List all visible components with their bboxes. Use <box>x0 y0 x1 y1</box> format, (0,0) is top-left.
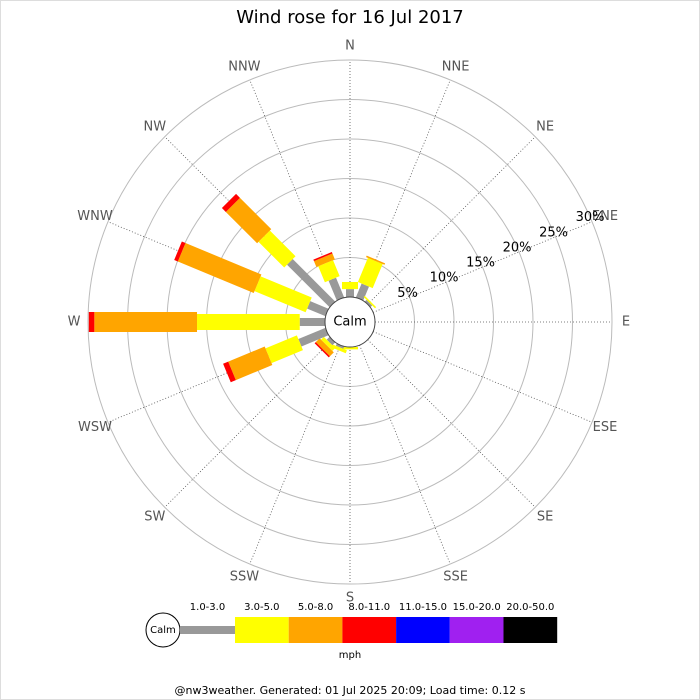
legend-label: 3.0-5.0 <box>244 602 279 613</box>
bar-segment <box>298 327 329 347</box>
direction-label: WSW <box>78 420 112 435</box>
bar-segment <box>287 259 336 308</box>
legend-label: 1.0-3.0 <box>190 602 225 613</box>
bar-segment <box>221 193 240 212</box>
bar-segment <box>315 338 334 357</box>
footer: @nw3weather. Generated: 01 Jul 2025 20:0… <box>175 684 526 697</box>
bar-segment <box>313 252 333 262</box>
direction-label: ESE <box>593 420 618 435</box>
bar-segment <box>328 277 345 301</box>
bar-segment <box>335 343 345 349</box>
legend: Calm mph 1.0-3.0 3.0-5.0 5.0-8.0 8.0-11.0 11… <box>145 602 558 661</box>
direction-label: W <box>68 315 81 330</box>
legend-unit: mph <box>339 650 361 661</box>
legend-label: 5.0-8.0 <box>298 602 333 613</box>
bar-segment <box>225 197 272 244</box>
spoke <box>367 339 536 508</box>
bar-segment <box>342 347 358 350</box>
legend-swatch <box>503 617 558 643</box>
bar-segment <box>330 344 347 354</box>
bar-segment <box>254 276 312 313</box>
legend-swatch <box>396 617 450 643</box>
ring-label: 15% <box>466 256 495 271</box>
direction-label: SW <box>144 510 165 525</box>
bar-segment <box>314 342 330 358</box>
direction-label: ENE <box>592 209 618 224</box>
legend-swatch <box>235 617 289 643</box>
legend-calm-label: Calm <box>150 625 176 636</box>
bar-segment <box>357 257 383 289</box>
grid-ring <box>87 59 613 585</box>
direction-label: N <box>345 39 355 54</box>
bar-segment <box>299 318 326 326</box>
bar-segment <box>177 243 262 293</box>
direction-label: WNW <box>77 209 113 224</box>
bar-segment <box>355 283 370 301</box>
legend-label: 15.0-20.0 <box>453 602 501 613</box>
calm-label: Calm <box>333 315 366 330</box>
bar-segment <box>326 336 336 346</box>
direction-label: E <box>622 315 630 330</box>
bar-segment <box>223 361 236 383</box>
calm-circle <box>324 296 376 348</box>
bar-segment <box>265 335 303 364</box>
spoke <box>359 344 451 565</box>
ring-label: 10% <box>430 271 459 286</box>
direction-label: SSW <box>230 569 260 584</box>
legend-label: 11.0-15.0 <box>399 602 447 613</box>
bar-segment <box>313 253 335 267</box>
bar-segment <box>318 260 340 283</box>
direction-label: SSE <box>443 569 468 584</box>
legend-swatch <box>180 626 235 634</box>
ring-label: 25% <box>539 225 568 240</box>
bar-segment <box>342 281 358 290</box>
legend-label: 20.0-50.0 <box>506 602 554 613</box>
bar-segment <box>346 289 354 297</box>
legend-swatch <box>288 617 343 643</box>
bar-segment <box>88 312 95 332</box>
bar-segment <box>366 255 386 265</box>
ring-label: 30% <box>576 210 605 225</box>
bars <box>88 193 386 383</box>
ring-label: 20% <box>503 240 532 255</box>
bar-segment <box>364 299 373 308</box>
spoke <box>372 331 593 423</box>
legend-label: 8.0-11.0 <box>348 602 390 613</box>
bar-segment <box>174 241 186 262</box>
bar-segment <box>228 346 273 381</box>
bar-segment <box>363 295 377 309</box>
legend-swatch <box>342 617 397 643</box>
direction-label: NNW <box>228 60 260 75</box>
direction-label: NE <box>536 119 554 134</box>
bar-segment <box>197 314 300 330</box>
bar-segment <box>321 336 336 351</box>
bar-segment <box>307 301 329 317</box>
spoke <box>367 136 536 305</box>
spoke <box>372 221 593 313</box>
spoke <box>249 344 341 565</box>
bar-segment <box>258 230 296 268</box>
direction-label: NNE <box>442 60 470 75</box>
bar-segment <box>94 312 198 332</box>
ring-label: 5% <box>397 286 418 301</box>
direction-label: NW <box>144 119 167 134</box>
direction-label: S <box>346 591 354 606</box>
spoke <box>164 339 333 508</box>
chart-title: Wind rose for 16 Jul 2017 <box>236 7 464 28</box>
legend-swatch <box>449 617 504 643</box>
direction-label: SE <box>537 510 553 525</box>
